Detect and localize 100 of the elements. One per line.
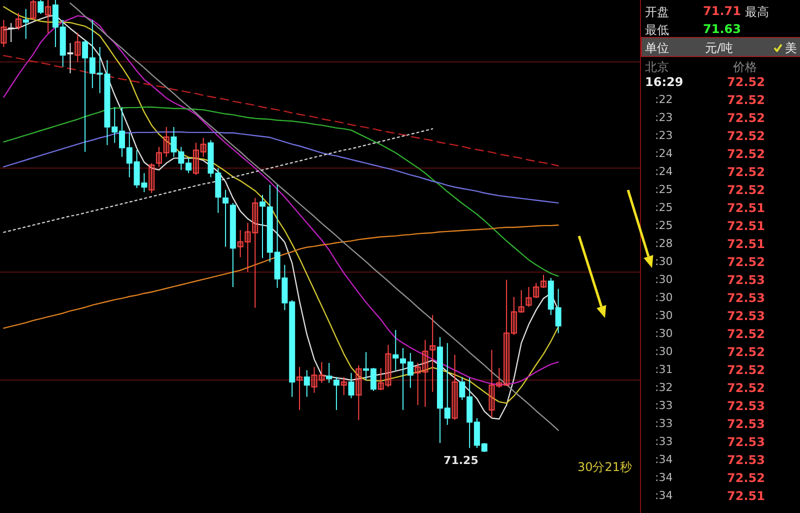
data-label: 72.52	[727, 327, 765, 341]
text: 美	[785, 40, 797, 57]
candlestick	[385, 344, 392, 388]
candlestick	[422, 339, 428, 408]
category-label: :34	[655, 489, 673, 502]
candlestick	[348, 372, 354, 399]
category-label: :24	[655, 165, 673, 178]
candlestick	[200, 137, 206, 158]
category-label: :22	[655, 93, 673, 106]
candlestick	[496, 367, 502, 388]
data-label: 72.53	[727, 453, 765, 467]
category-label: :33	[655, 435, 673, 448]
candlestick	[318, 362, 325, 384]
data-label: 72.52	[727, 345, 765, 359]
category-label: :30	[655, 273, 673, 286]
candlestick	[356, 364, 362, 420]
category-label: :30	[655, 345, 673, 358]
candlestick	[488, 349, 495, 418]
data-label: 72.51	[727, 201, 765, 215]
text: 元/吨	[705, 40, 734, 57]
data-label: 72.52	[727, 255, 765, 269]
candlestick	[67, 42, 74, 74]
candlestick	[518, 290, 524, 314]
candlestick	[504, 279, 510, 387]
category-label: :25	[655, 183, 673, 196]
data-label: 72.53	[727, 399, 765, 413]
category-label: :30	[655, 327, 673, 340]
candlestick	[378, 367, 384, 391]
candlestick	[526, 286, 532, 308]
data-label: 72.52	[727, 381, 765, 395]
candlestick	[340, 376, 347, 396]
candlestick	[430, 314, 436, 392]
text: 价格	[733, 59, 757, 76]
candlestick	[74, 32, 81, 62]
candlestick	[222, 189, 229, 248]
candlestick	[304, 370, 310, 398]
candlestick	[45, 0, 52, 34]
category-label: :25	[655, 201, 673, 214]
candlestick	[30, 0, 36, 20]
candlestick	[192, 142, 199, 176]
text: 30分21秒	[577, 460, 632, 474]
candlestick	[156, 146, 162, 168]
data-label: 72.51	[727, 237, 765, 251]
candlestick	[8, 22, 14, 43]
category-label: :30	[655, 309, 673, 322]
candlestick	[237, 230, 244, 258]
category-label: :23	[655, 111, 673, 124]
data-label: 72.52	[727, 471, 765, 485]
data-label: 72.52	[727, 93, 765, 107]
candlestick	[540, 274, 547, 288]
text: 开盘	[645, 4, 669, 21]
data-label: 72.51	[727, 219, 765, 233]
data-label: 72.53	[727, 291, 765, 305]
candlestick	[38, 0, 44, 15]
category-label: :33	[655, 399, 673, 412]
candlestick	[392, 329, 399, 371]
candlestick	[22, 8, 29, 40]
category-label: :34	[655, 471, 673, 484]
category-label: 16:29	[645, 75, 684, 89]
data-label: 72.53	[727, 435, 765, 449]
category-label: :30	[655, 255, 673, 268]
data-label: 72.52	[727, 165, 765, 179]
category-label: :25	[655, 219, 673, 232]
data-label: 72.53	[727, 273, 765, 287]
candlestick	[510, 296, 517, 336]
candlestick	[333, 376, 340, 410]
category-label: :34	[655, 453, 673, 466]
data-label: 72.51	[727, 489, 765, 503]
data-label: 72.52	[727, 75, 765, 89]
candlestick	[296, 366, 302, 410]
candlestick	[414, 362, 421, 406]
category-label: :23	[655, 129, 673, 142]
data-label: 72.52	[727, 147, 765, 161]
data-label: 72.52	[727, 129, 765, 143]
data-label: 72.53	[727, 417, 765, 431]
text: 单位	[645, 40, 669, 57]
text: 最低	[645, 22, 669, 39]
data-label: 72.52	[727, 111, 765, 125]
text: 71.63	[703, 22, 741, 36]
candlestick	[244, 222, 251, 273]
category-label: :32	[655, 381, 673, 394]
text: 最高	[745, 4, 769, 21]
data-label: 72.53	[727, 309, 765, 323]
candlestick	[148, 162, 155, 194]
candlestick	[260, 194, 266, 259]
category-label: :33	[655, 417, 673, 430]
category-label: :31	[655, 363, 673, 376]
text: 71.71	[703, 4, 741, 18]
candlestick	[252, 197, 258, 308]
category-label: :28	[655, 237, 673, 250]
candlestick	[533, 282, 540, 298]
data-label: 72.52	[727, 363, 765, 377]
candlestick	[452, 354, 458, 420]
category-label: :24	[655, 147, 673, 160]
candlestick	[15, 12, 22, 30]
data-label: 72.52	[727, 183, 765, 197]
text: 71.25	[444, 454, 478, 467]
category-label: :30	[655, 291, 673, 304]
candlestick	[326, 362, 332, 384]
candlestick	[0, 19, 7, 48]
